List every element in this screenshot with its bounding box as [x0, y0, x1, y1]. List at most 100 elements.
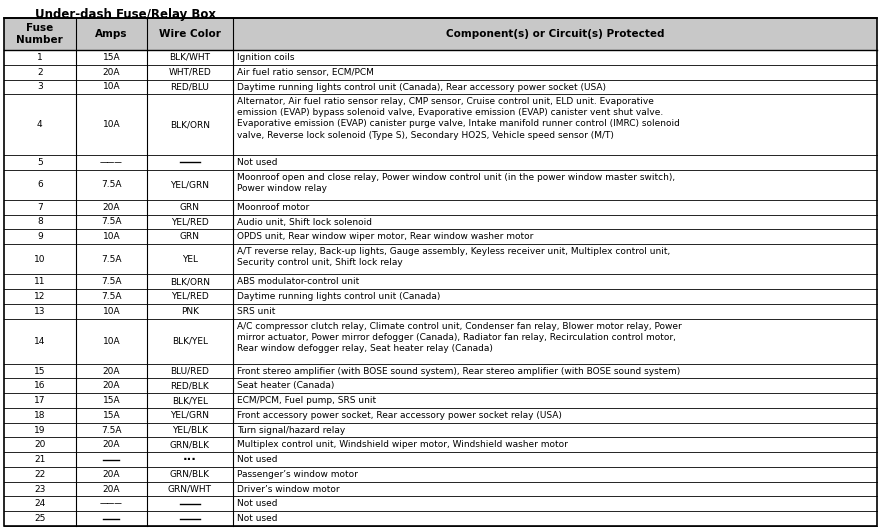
Text: WHT/RED: WHT/RED — [168, 68, 211, 77]
Text: 20A: 20A — [102, 381, 120, 390]
Text: Fuse
Number: Fuse Number — [17, 23, 63, 45]
Text: YEL/RED: YEL/RED — [171, 292, 209, 301]
Text: ···: ··· — [183, 453, 196, 466]
Text: Amps: Amps — [95, 29, 128, 39]
Text: 10A: 10A — [102, 232, 120, 241]
Text: 15A: 15A — [102, 411, 120, 420]
Text: 20A: 20A — [102, 470, 120, 479]
Text: 20A: 20A — [102, 367, 120, 376]
Text: Ignition coils: Ignition coils — [237, 53, 294, 62]
Text: 15A: 15A — [102, 396, 120, 405]
Text: 21: 21 — [34, 455, 46, 464]
Text: Driver’s window motor: Driver’s window motor — [237, 485, 339, 494]
Text: Daytime running lights control unit (Canada), Rear accessory power socket (USA): Daytime running lights control unit (Can… — [237, 83, 606, 92]
Text: 20: 20 — [34, 440, 46, 449]
Text: 8: 8 — [37, 217, 42, 226]
Text: RED/BLU: RED/BLU — [171, 82, 210, 91]
Text: 25: 25 — [34, 514, 46, 523]
Text: PNK: PNK — [181, 307, 199, 316]
Text: 14: 14 — [34, 337, 46, 346]
Text: YEL/GRN: YEL/GRN — [170, 411, 210, 420]
Text: 10A: 10A — [102, 307, 120, 316]
Text: 5: 5 — [37, 157, 42, 166]
Text: 20A: 20A — [102, 68, 120, 77]
Text: Wire Color: Wire Color — [159, 29, 221, 39]
Text: Turn signal/hazard relay: Turn signal/hazard relay — [237, 426, 345, 435]
Text: YEL/GRN: YEL/GRN — [170, 180, 210, 189]
Text: Not used: Not used — [237, 499, 278, 508]
Text: 3: 3 — [37, 82, 42, 91]
Text: 17: 17 — [34, 396, 46, 405]
Text: Not used: Not used — [237, 455, 278, 464]
Text: 9: 9 — [37, 232, 42, 241]
Text: 18: 18 — [34, 411, 46, 420]
Text: Multiplex control unit, Windshield wiper motor, Windshield washer motor: Multiplex control unit, Windshield wiper… — [237, 440, 567, 449]
Text: 15: 15 — [34, 367, 46, 376]
Text: 7: 7 — [37, 202, 42, 211]
Text: YEL/RED: YEL/RED — [171, 217, 209, 226]
Text: BLK/WHT: BLK/WHT — [169, 53, 211, 62]
Text: 20A: 20A — [102, 440, 120, 449]
Text: Seat heater (Canada): Seat heater (Canada) — [237, 382, 334, 391]
Text: A/C compressor clutch relay, Climate control unit, Condenser fan relay, Blower m: A/C compressor clutch relay, Climate con… — [237, 322, 682, 353]
Text: 10: 10 — [34, 255, 46, 264]
Text: BLK/YEL: BLK/YEL — [172, 396, 208, 405]
Bar — [4, 18, 877, 50]
Text: 10A: 10A — [102, 120, 120, 129]
Text: 20A: 20A — [102, 202, 120, 211]
Text: BLK/YEL: BLK/YEL — [172, 337, 208, 346]
Text: BLU/RED: BLU/RED — [171, 367, 210, 376]
Text: 7.5A: 7.5A — [101, 277, 122, 286]
Text: 7.5A: 7.5A — [101, 292, 122, 301]
Text: 7.5A: 7.5A — [101, 217, 122, 226]
Text: 7.5A: 7.5A — [101, 426, 122, 435]
Text: 6: 6 — [37, 180, 42, 189]
Text: GRN/WHT: GRN/WHT — [168, 484, 212, 493]
Text: Not used: Not used — [237, 158, 278, 167]
Text: OPDS unit, Rear window wiper motor, Rear window washer motor: OPDS unit, Rear window wiper motor, Rear… — [237, 232, 533, 241]
Text: Component(s) or Circuit(s) Protected: Component(s) or Circuit(s) Protected — [446, 29, 664, 39]
Text: YEL: YEL — [182, 255, 198, 264]
Text: Not used: Not used — [237, 514, 278, 523]
Text: 7.5A: 7.5A — [101, 180, 122, 189]
Text: 2: 2 — [37, 68, 42, 77]
Text: Front accessory power socket, Rear accessory power socket relay (USA): Front accessory power socket, Rear acces… — [237, 411, 561, 420]
Text: 1: 1 — [37, 53, 42, 62]
Text: 12: 12 — [34, 292, 46, 301]
Text: Moonroof motor: Moonroof motor — [237, 203, 309, 212]
Text: Front stereo amplifier (with BOSE sound system), Rear stereo amplifier (with BOS: Front stereo amplifier (with BOSE sound … — [237, 367, 680, 376]
Text: RED/BLK: RED/BLK — [171, 381, 210, 390]
Text: Alternator, Air fuel ratio sensor relay, CMP sensor, Cruise control unit, ELD un: Alternator, Air fuel ratio sensor relay,… — [237, 98, 679, 139]
Text: 19: 19 — [34, 426, 46, 435]
Text: SRS unit: SRS unit — [237, 307, 275, 316]
Text: Moonroof open and close relay, Power window control unit (in the power window ma: Moonroof open and close relay, Power win… — [237, 173, 675, 192]
Text: 7.5A: 7.5A — [101, 255, 122, 264]
Text: Under-dash Fuse/Relay Box: Under-dash Fuse/Relay Box — [35, 8, 216, 21]
Text: ———: ——— — [100, 157, 122, 166]
Text: BLK/ORN: BLK/ORN — [170, 120, 210, 129]
Text: 10A: 10A — [102, 337, 120, 346]
Text: 15A: 15A — [102, 53, 120, 62]
Text: 20A: 20A — [102, 484, 120, 493]
Text: 11: 11 — [34, 277, 46, 286]
Text: 13: 13 — [34, 307, 46, 316]
Text: ECM/PCM, Fuel pump, SRS unit: ECM/PCM, Fuel pump, SRS unit — [237, 396, 376, 405]
Text: BLK/ORN: BLK/ORN — [170, 277, 210, 286]
Text: GRN/BLK: GRN/BLK — [170, 470, 210, 479]
Text: A/T reverse relay, Back-up lights, Gauge assembly, Keyless receiver unit, Multip: A/T reverse relay, Back-up lights, Gauge… — [237, 247, 670, 267]
Text: Audio unit, Shift lock solenoid: Audio unit, Shift lock solenoid — [237, 218, 372, 226]
Text: 16: 16 — [34, 381, 46, 390]
Text: YEL/BLK: YEL/BLK — [172, 426, 208, 435]
Text: 22: 22 — [34, 470, 46, 479]
Text: Passenger’s window motor: Passenger’s window motor — [237, 470, 358, 479]
Text: 4: 4 — [37, 120, 42, 129]
Text: GRN: GRN — [180, 232, 200, 241]
Text: ———: ——— — [100, 499, 122, 508]
Text: 23: 23 — [34, 484, 46, 493]
Text: GRN/BLK: GRN/BLK — [170, 440, 210, 449]
Text: Air fuel ratio sensor, ECM/PCM: Air fuel ratio sensor, ECM/PCM — [237, 68, 374, 77]
Text: 24: 24 — [34, 499, 46, 508]
Text: Daytime running lights control unit (Canada): Daytime running lights control unit (Can… — [237, 292, 440, 301]
Text: GRN: GRN — [180, 202, 200, 211]
Text: 10A: 10A — [102, 82, 120, 91]
